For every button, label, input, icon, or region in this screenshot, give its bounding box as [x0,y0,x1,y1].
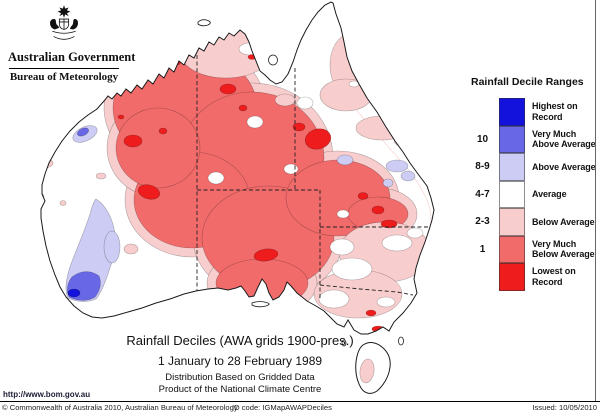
caption-period: 1 January to 28 February 1989 [157,354,323,368]
legend-title: Rainfall Decile Ranges [471,76,584,88]
legend-label: Above Average [532,161,596,172]
legend-decile: 1 [479,243,486,255]
coat-of-arms-icon [50,5,78,40]
caption-title: Rainfall Deciles (AWA grids 1900-pres.) [126,333,354,348]
legend-decile: 10 [476,133,489,145]
legend-label: Below Average [532,216,595,227]
right-border-line [595,0,596,401]
region-highest-on-record [67,288,81,298]
legend-row: 8-9 Above Average [466,153,598,181]
region-below-average-patches [41,25,432,319]
footer-divider [0,401,600,402]
legend-row: Highest on Record [466,98,598,126]
issued-date-text: Issued: 10/05/2010 [532,403,597,412]
islands [197,19,404,347]
legend-label: Highest on Record [532,101,578,122]
legend-row: 10 Very Much Above Average [466,125,598,153]
bureau-title: Bureau of Meteorology [9,71,119,83]
legend-decile: 8-9 [475,161,490,173]
legend: Rainfall Decile Ranges Highest on Record… [466,76,598,291]
legend-swatch-below-average [499,208,525,236]
legend-swatch-very-much-below-average [499,235,525,263]
copyright-text: © Commonwealth of Australia 2010, Austra… [2,403,238,412]
header: Australian Government Bureau of Meteorol… [8,4,136,83]
caption-product: Product of the National Climate Centre [158,384,322,395]
legend-row: 2-3 Below Average [466,208,598,236]
bom-website-url: http://www.bom.gov.au [3,390,91,399]
region-average-patches [207,42,424,309]
legend-swatch-very-much-above-average [499,125,525,153]
government-title: Australian Government [8,50,136,64]
legend-label: Very Much Above Average [532,128,596,150]
legend-swatch-above-average [499,153,525,181]
legend-label: Very Much Below Average [532,238,595,260]
legend-label: Average [532,189,567,200]
header-divider [9,68,119,69]
map-caption: Rainfall Deciles (AWA grids 1900-pres.) … [58,333,422,395]
legend-decile: 2-3 [475,216,490,228]
legend-swatch-average [499,180,525,208]
state-borders [196,55,429,299]
id-code-text: ID code: IGMapAWAPDeciles [232,403,332,412]
mainland-coastline [40,1,435,335]
legend-swatch-highest-on-record [499,98,525,126]
legend-row: Lowest on Record [466,263,598,291]
legend-label: Lowest on Record [532,266,576,287]
legend-row: 4-7 Average [466,180,598,208]
legend-swatch-lowest-on-record [499,263,525,291]
legend-row: 1 Very Much Below Average [466,235,598,263]
caption-distribution: Distribution Based on Gridded Data [165,372,315,383]
legend-decile: 4-7 [475,188,490,200]
